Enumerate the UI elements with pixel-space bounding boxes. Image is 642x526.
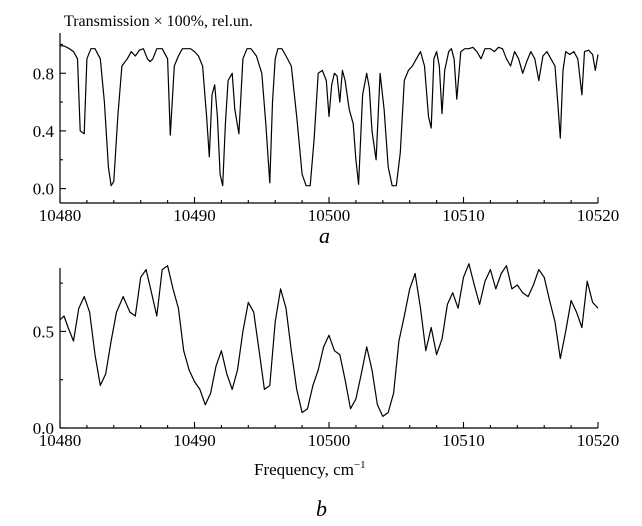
x-tick-label: 10510 [442, 206, 485, 225]
x-tick-label: 10500 [308, 431, 351, 450]
x-tick-label: 10510 [442, 431, 485, 450]
panel-b-x-axis-label-superscript: −1 [354, 459, 366, 471]
panel-a-ticks: 10480 10490 10500 10510 10520 0.0 0.4 0.8 [33, 43, 620, 225]
x-tick-label: 10520 [577, 206, 620, 225]
panel-a: 10480 10490 10500 10510 10520 0.0 0.4 0.8 Trans… [33, 13, 620, 248]
y-tick-label: 0.5 [33, 322, 54, 341]
x-tick-label: 10490 [173, 431, 216, 450]
panel-b-x-axis-label-text: Frequency, cm [254, 460, 354, 479]
panel-a-series-line [60, 45, 599, 187]
y-tick-label: 0.0 [33, 180, 54, 199]
x-tick-label: 10480 [39, 206, 82, 225]
x-tick-label: 10520 [577, 431, 620, 450]
panel-a-title: Transmission × 100%, rel.un. [64, 13, 253, 30]
x-tick-label: 10490 [173, 206, 216, 225]
panel-a-letter: a [319, 223, 330, 248]
y-tick-label: 0.8 [33, 64, 54, 83]
y-tick-label: 0.0 [33, 419, 54, 438]
panel-a-plot-area: 10480 10490 10500 10510 10520 0.0 0.4 0.8 [33, 33, 620, 225]
x-tick-label: 10480 [39, 431, 82, 450]
panel-b: 10480 10490 10500 10510 10520 0.0 0.5 Frequenc… [33, 263, 620, 521]
x-tick-label: 10500 [308, 206, 351, 225]
panel-b-letter: b [316, 496, 327, 521]
y-tick-label: 0.4 [33, 122, 55, 141]
panel-b-series-line [59, 263, 599, 417]
panel-b-ticks: 10480 10490 10500 10510 10520 0.0 0.5 [33, 282, 620, 450]
panel-b-x-axis-label: Frequency, cm−1 [254, 459, 366, 479]
panel-b-plot-area: 10480 10490 10500 10510 10520 0.0 0.5 [33, 263, 620, 450]
